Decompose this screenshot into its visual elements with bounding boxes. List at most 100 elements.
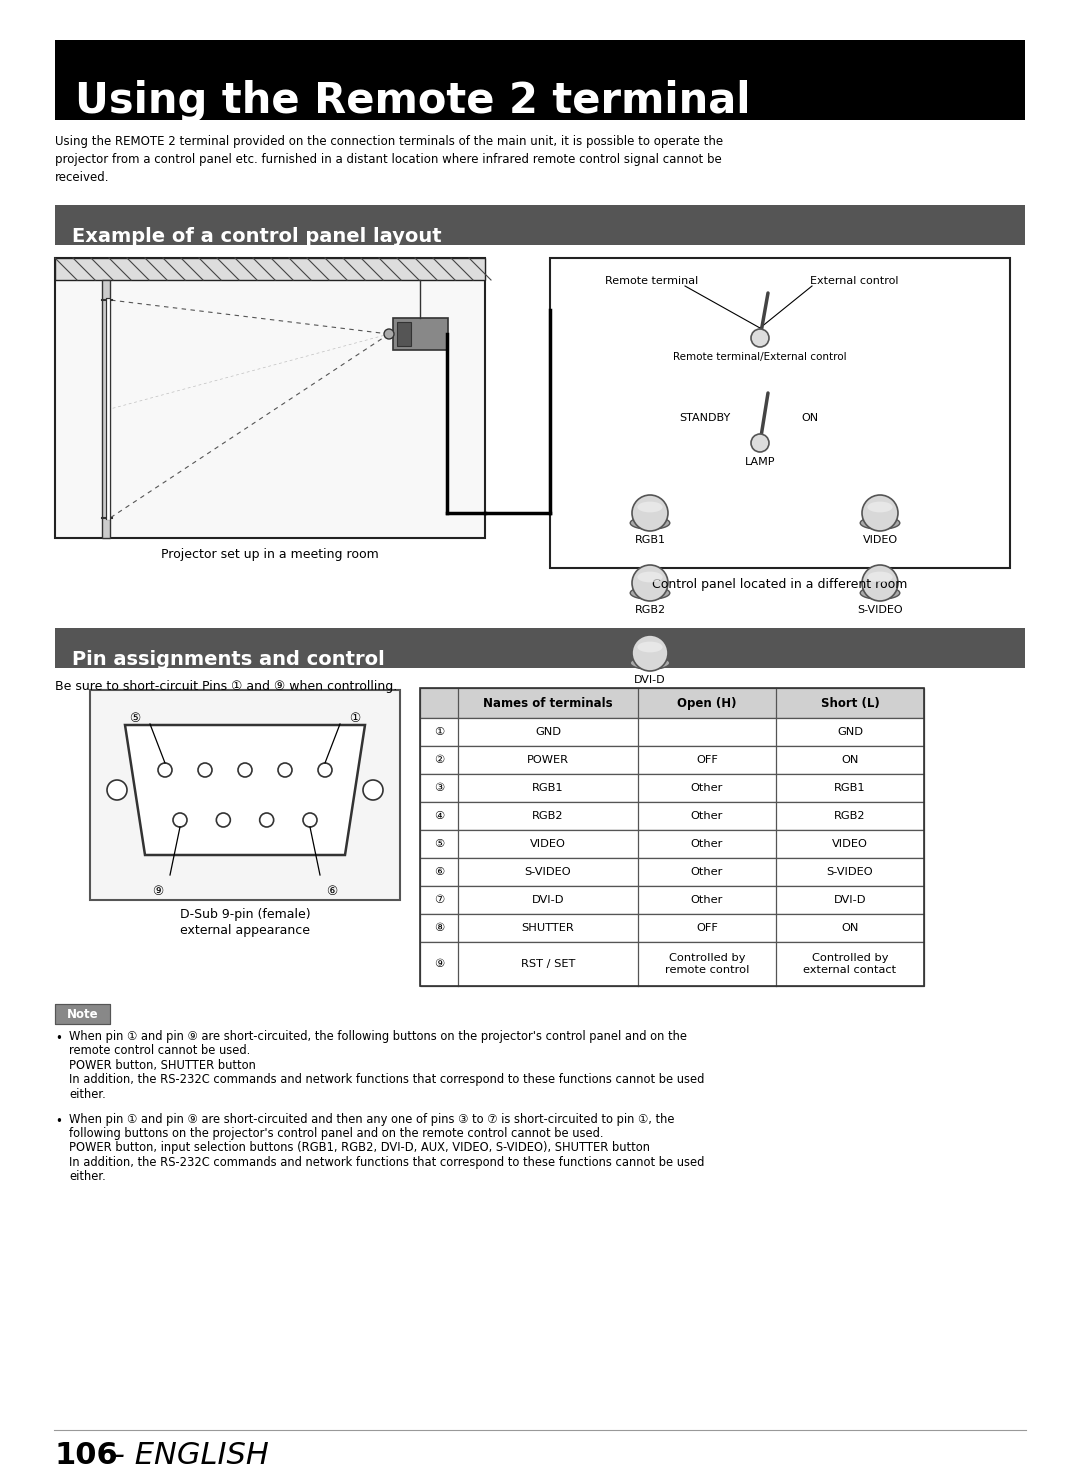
Ellipse shape — [860, 517, 900, 529]
Bar — [55, 1004, 110, 1024]
Bar — [420, 885, 924, 913]
Text: ⑨: ⑨ — [152, 885, 164, 899]
Bar — [397, 322, 411, 346]
Text: POWER: POWER — [527, 755, 569, 766]
Text: When pin ① and pin ⑨ are short-circuited, the following buttons on the projector: When pin ① and pin ⑨ are short-circuited… — [69, 1030, 687, 1043]
Text: ⑤: ⑤ — [130, 712, 140, 726]
Bar — [420, 941, 924, 986]
Text: Controlled by
external contact: Controlled by external contact — [804, 953, 896, 975]
Bar — [55, 259, 485, 538]
Text: Remote terminal: Remote terminal — [605, 276, 699, 287]
Text: VIDEO: VIDEO — [832, 840, 868, 848]
Text: •: • — [55, 1114, 62, 1128]
Circle shape — [632, 636, 669, 671]
Text: ⑧: ⑧ — [434, 922, 444, 933]
Text: When pin ① and pin ⑨ are short-circuited and then any one of pins ③ to ⑦ is shor: When pin ① and pin ⑨ are short-circuited… — [69, 1113, 675, 1126]
Circle shape — [198, 763, 212, 777]
Text: ⑤: ⑤ — [434, 840, 444, 848]
Text: DVI-D: DVI-D — [531, 896, 564, 905]
Bar — [90, 690, 400, 900]
Circle shape — [259, 813, 273, 828]
Text: – ENGLISH: – ENGLISH — [100, 1441, 269, 1469]
Text: Control panel located in a different room: Control panel located in a different roo… — [652, 578, 907, 591]
Text: Names of terminals: Names of terminals — [483, 696, 612, 709]
Bar — [55, 259, 485, 279]
Text: External control: External control — [810, 276, 899, 287]
Text: ON: ON — [801, 412, 819, 423]
Bar — [550, 259, 1010, 568]
Circle shape — [107, 780, 127, 800]
Bar — [420, 831, 924, 859]
Ellipse shape — [631, 587, 670, 599]
Text: external appearance: external appearance — [180, 924, 310, 937]
Circle shape — [238, 763, 252, 777]
Text: ⑥: ⑥ — [326, 885, 338, 899]
Text: In addition, the RS-232C commands and network functions that correspond to these: In addition, the RS-232C commands and ne… — [69, 1073, 704, 1086]
Bar — [102, 279, 110, 538]
Text: ON: ON — [841, 922, 859, 933]
Ellipse shape — [637, 501, 663, 513]
Text: VIDEO: VIDEO — [863, 535, 897, 545]
Text: STANDBY: STANDBY — [679, 412, 731, 423]
Circle shape — [384, 330, 394, 338]
Text: Example of a control panel layout: Example of a control panel layout — [72, 228, 442, 245]
Text: 106: 106 — [55, 1441, 119, 1469]
Text: ⑥: ⑥ — [434, 868, 444, 876]
Text: Short (L): Short (L) — [821, 696, 879, 709]
Text: ③: ③ — [434, 783, 444, 794]
Text: Other: Other — [691, 840, 724, 848]
Circle shape — [751, 330, 769, 347]
Text: D-Sub 9-pin (female): D-Sub 9-pin (female) — [179, 907, 310, 921]
Text: S-VIDEO: S-VIDEO — [525, 868, 571, 876]
Text: SHUTTER: SHUTTER — [522, 922, 575, 933]
Text: RGB2: RGB2 — [532, 811, 564, 820]
Text: GND: GND — [535, 727, 561, 738]
Text: RGB1: RGB1 — [834, 783, 866, 794]
Circle shape — [363, 780, 383, 800]
Text: remote control cannot be used.: remote control cannot be used. — [69, 1045, 251, 1057]
Text: LAMP: LAMP — [745, 457, 775, 467]
Text: RGB2: RGB2 — [634, 605, 665, 615]
Ellipse shape — [637, 641, 663, 652]
Polygon shape — [125, 726, 365, 854]
Bar — [393, 318, 448, 350]
Text: Open (H): Open (H) — [677, 696, 737, 709]
Text: OFF: OFF — [697, 755, 718, 766]
Text: Other: Other — [691, 868, 724, 876]
Circle shape — [278, 763, 292, 777]
Text: Using the Remote 2 terminal: Using the Remote 2 terminal — [75, 80, 751, 123]
Text: RGB2: RGB2 — [834, 811, 866, 820]
Text: RST / SET: RST / SET — [521, 959, 576, 970]
Circle shape — [216, 813, 230, 828]
Text: Pin assignments and control: Pin assignments and control — [72, 650, 384, 670]
Bar — [420, 746, 924, 774]
Circle shape — [862, 565, 897, 602]
Text: ①: ① — [349, 712, 361, 726]
Bar — [420, 687, 924, 986]
Bar — [420, 687, 924, 718]
Ellipse shape — [631, 656, 670, 670]
Text: ⑨: ⑨ — [434, 959, 444, 970]
Text: ⑦: ⑦ — [434, 896, 444, 905]
Text: S-VIDEO: S-VIDEO — [858, 605, 903, 615]
Text: DVI-D: DVI-D — [634, 675, 665, 684]
Bar — [420, 718, 924, 746]
Text: Remote terminal/External control: Remote terminal/External control — [673, 352, 847, 362]
Circle shape — [158, 763, 172, 777]
Bar — [420, 803, 924, 831]
Ellipse shape — [867, 501, 892, 513]
Bar — [420, 913, 924, 941]
Bar — [55, 205, 1025, 245]
Text: Other: Other — [691, 811, 724, 820]
Text: RGB1: RGB1 — [532, 783, 564, 794]
Ellipse shape — [867, 572, 892, 582]
Bar — [420, 774, 924, 803]
Text: ON: ON — [841, 755, 859, 766]
Text: In addition, the RS-232C commands and network functions that correspond to these: In addition, the RS-232C commands and ne… — [69, 1156, 704, 1169]
Text: ②: ② — [434, 755, 444, 766]
Text: Using the REMOTE 2 terminal provided on the connection terminals of the main uni: Using the REMOTE 2 terminal provided on … — [55, 134, 724, 183]
Text: RGB1: RGB1 — [635, 535, 665, 545]
Text: DVI-D: DVI-D — [834, 896, 866, 905]
Text: Note: Note — [67, 1008, 98, 1020]
Text: either.: either. — [69, 1171, 106, 1184]
